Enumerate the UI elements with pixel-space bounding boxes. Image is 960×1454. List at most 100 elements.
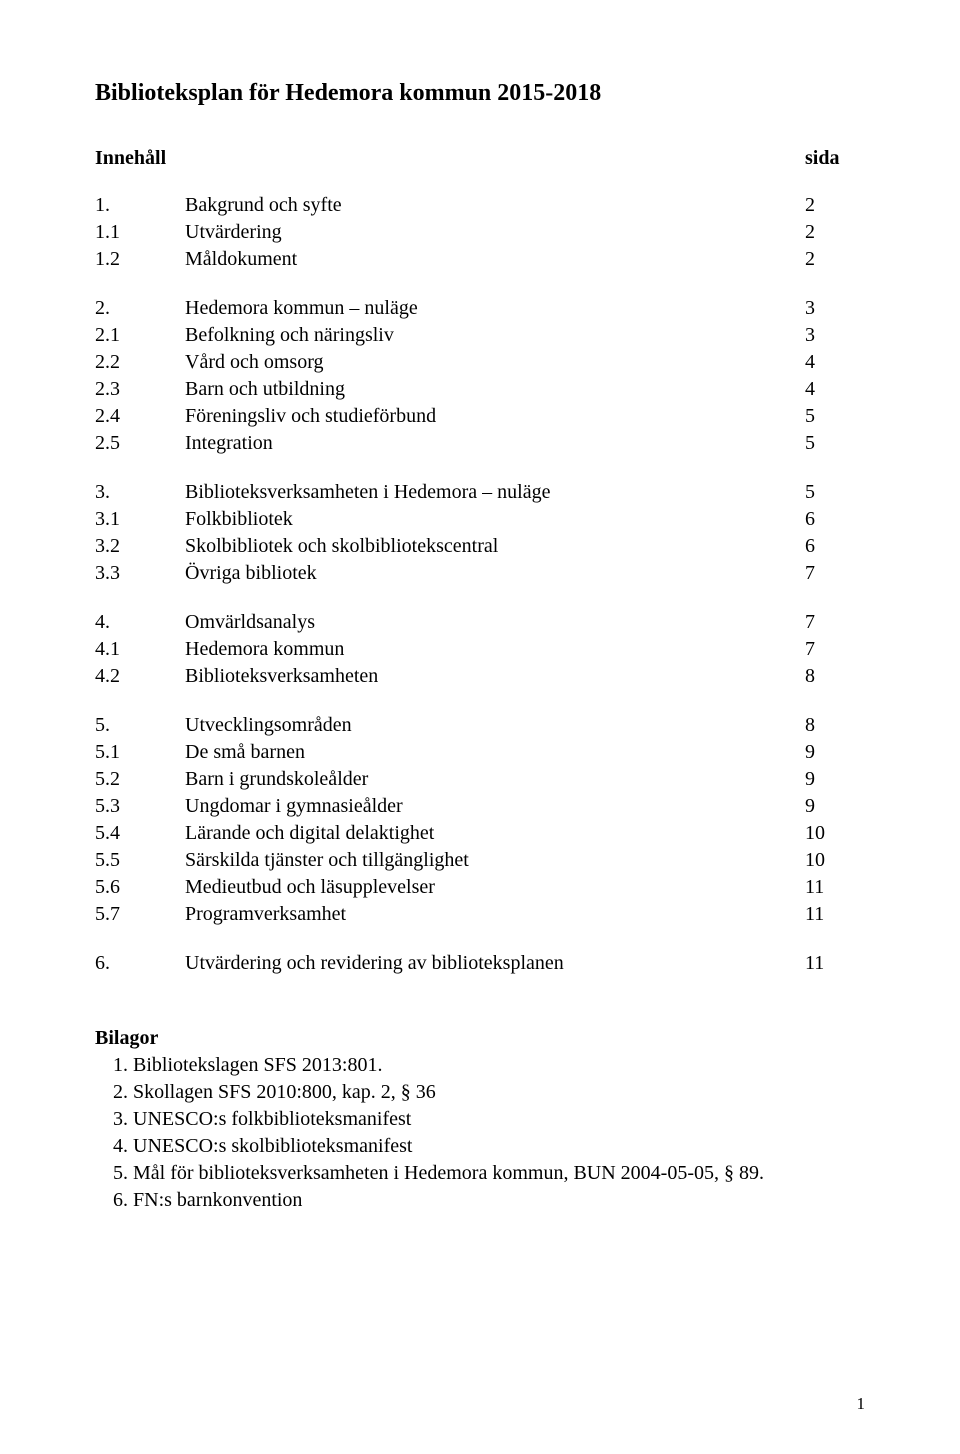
toc-page: 3 <box>805 295 865 322</box>
toc-page: 6 <box>805 506 865 533</box>
toc-text: Omvärldsanalys <box>185 609 805 636</box>
toc-page: 11 <box>805 874 865 901</box>
toc-row: 3.2Skolbibliotek och skolbibliotekscentr… <box>95 533 865 560</box>
toc-page: 2 <box>805 219 865 246</box>
toc-number: 5.5 <box>95 847 185 874</box>
bilagor-item: 3. UNESCO:s folkbiblioteksmanifest <box>95 1106 865 1133</box>
toc-row: 3.1Folkbibliotek6 <box>95 506 865 533</box>
toc-row: 2.Hedemora kommun – nuläge3 <box>95 295 865 322</box>
toc-number: 3.3 <box>95 560 185 587</box>
toc-section: 2.Hedemora kommun – nuläge32.1Befolkning… <box>95 295 865 457</box>
toc-text: Föreningsliv och studieförbund <box>185 403 805 430</box>
toc-page: 10 <box>805 847 865 874</box>
toc-text: Biblioteksverksamheten i Hedemora – nulä… <box>185 479 805 506</box>
toc-text: Särskilda tjänster och tillgänglighet <box>185 847 805 874</box>
toc-number: 3.1 <box>95 506 185 533</box>
toc-text: Ungdomar i gymnasieålder <box>185 793 805 820</box>
toc-page: 11 <box>805 950 865 977</box>
toc-row: 1.2Måldokument2 <box>95 246 865 273</box>
toc-header-right: sida <box>805 147 865 170</box>
bilagor-item: 5. Mål för biblioteksverksamheten i Hede… <box>95 1160 865 1187</box>
toc-page: 4 <box>805 349 865 376</box>
toc-text: De små barnen <box>185 739 805 766</box>
page: Biblioteksplan för Hedemora kommun 2015-… <box>0 0 960 1454</box>
toc-page: 2 <box>805 246 865 273</box>
toc-row: 4.2Biblioteksverksamheten8 <box>95 663 865 690</box>
toc-row: 5.7Programverksamhet11 <box>95 901 865 928</box>
toc-text: Skolbibliotek och skolbibliotekscentral <box>185 533 805 560</box>
toc-number: 6. <box>95 950 185 977</box>
toc-number: 5. <box>95 712 185 739</box>
toc-number: 2. <box>95 295 185 322</box>
toc-row: 5.Utvecklingsområden8 <box>95 712 865 739</box>
toc-text: Utvecklingsområden <box>185 712 805 739</box>
toc-number: 1.2 <box>95 246 185 273</box>
toc-number: 2.5 <box>95 430 185 457</box>
toc-row: 5.6Medieutbud och läsupplevelser11 <box>95 874 865 901</box>
bilagor-item: 6. FN:s barnkonvention <box>95 1187 865 1214</box>
toc-text: Barn och utbildning <box>185 376 805 403</box>
toc-page: 10 <box>805 820 865 847</box>
toc-number: 2.2 <box>95 349 185 376</box>
toc-number: 4.2 <box>95 663 185 690</box>
bilagor-item: 2. Skollagen SFS 2010:800, kap. 2, § 36 <box>95 1079 865 1106</box>
toc-number: 2.4 <box>95 403 185 430</box>
toc-page: 7 <box>805 560 865 587</box>
toc-text: Barn i grundskoleålder <box>185 766 805 793</box>
toc-text: Folkbibliotek <box>185 506 805 533</box>
toc-section: 5.Utvecklingsområden85.1De små barnen95.… <box>95 712 865 928</box>
toc-number: 1. <box>95 192 185 219</box>
toc-row: 5.2Barn i grundskoleålder9 <box>95 766 865 793</box>
toc-row: 5.4Lärande och digital delaktighet10 <box>95 820 865 847</box>
toc-page: 5 <box>805 479 865 506</box>
toc-page: 8 <box>805 712 865 739</box>
toc-text: Lärande och digital delaktighet <box>185 820 805 847</box>
toc-section: 3.Biblioteksverksamheten i Hedemora – nu… <box>95 479 865 587</box>
bilagor-item: 1. Bibliotekslagen SFS 2013:801. <box>95 1052 865 1079</box>
toc-row: 5.3Ungdomar i gymnasieålder9 <box>95 793 865 820</box>
toc-page: 2 <box>805 192 865 219</box>
toc-section: 6.Utvärdering och revidering av bibliote… <box>95 950 865 977</box>
toc-page: 9 <box>805 793 865 820</box>
toc-row: 2.5Integration5 <box>95 430 865 457</box>
toc-container: 1.Bakgrund och syfte21.1Utvärdering21.2M… <box>95 192 865 977</box>
toc-text: Bakgrund och syfte <box>185 192 805 219</box>
toc-page: 7 <box>805 636 865 663</box>
toc-number: 2.3 <box>95 376 185 403</box>
toc-page: 6 <box>805 533 865 560</box>
toc-row: 6.Utvärdering och revidering av bibliote… <box>95 950 865 977</box>
toc-text: Hedemora kommun – nuläge <box>185 295 805 322</box>
toc-row: 1.1Utvärdering2 <box>95 219 865 246</box>
bilagor-list: 1. Bibliotekslagen SFS 2013:801.2. Skoll… <box>95 1052 865 1214</box>
toc-text: Befolkning och näringsliv <box>185 322 805 349</box>
toc-page: 5 <box>805 430 865 457</box>
toc-page: 7 <box>805 609 865 636</box>
toc-section: 4.Omvärldsanalys74.1Hedemora kommun74.2B… <box>95 609 865 690</box>
bilagor-title: Bilagor <box>95 1027 865 1050</box>
toc-page: 4 <box>805 376 865 403</box>
toc-page: 5 <box>805 403 865 430</box>
toc-number: 5.7 <box>95 901 185 928</box>
toc-number: 2.1 <box>95 322 185 349</box>
toc-row: 5.5Särskilda tjänster och tillgänglighet… <box>95 847 865 874</box>
toc-row: 3.3Övriga bibliotek7 <box>95 560 865 587</box>
toc-row: 3.Biblioteksverksamheten i Hedemora – nu… <box>95 479 865 506</box>
toc-row: 5.1De små barnen9 <box>95 739 865 766</box>
toc-number: 3. <box>95 479 185 506</box>
toc-text: Programverksamhet <box>185 901 805 928</box>
toc-page: 9 <box>805 739 865 766</box>
toc-row: 2.1Befolkning och näringsliv3 <box>95 322 865 349</box>
toc-page: 8 <box>805 663 865 690</box>
toc-number: 3.2 <box>95 533 185 560</box>
toc-text: Övriga bibliotek <box>185 560 805 587</box>
toc-text: Hedemora kommun <box>185 636 805 663</box>
toc-header: Innehåll sida <box>95 147 865 170</box>
toc-number: 5.1 <box>95 739 185 766</box>
toc-text: Integration <box>185 430 805 457</box>
toc-number: 5.2 <box>95 766 185 793</box>
toc-number: 1.1 <box>95 219 185 246</box>
toc-text: Biblioteksverksamheten <box>185 663 805 690</box>
toc-text: Vård och omsorg <box>185 349 805 376</box>
page-number: 1 <box>857 1394 866 1414</box>
toc-text: Utvärdering <box>185 219 805 246</box>
